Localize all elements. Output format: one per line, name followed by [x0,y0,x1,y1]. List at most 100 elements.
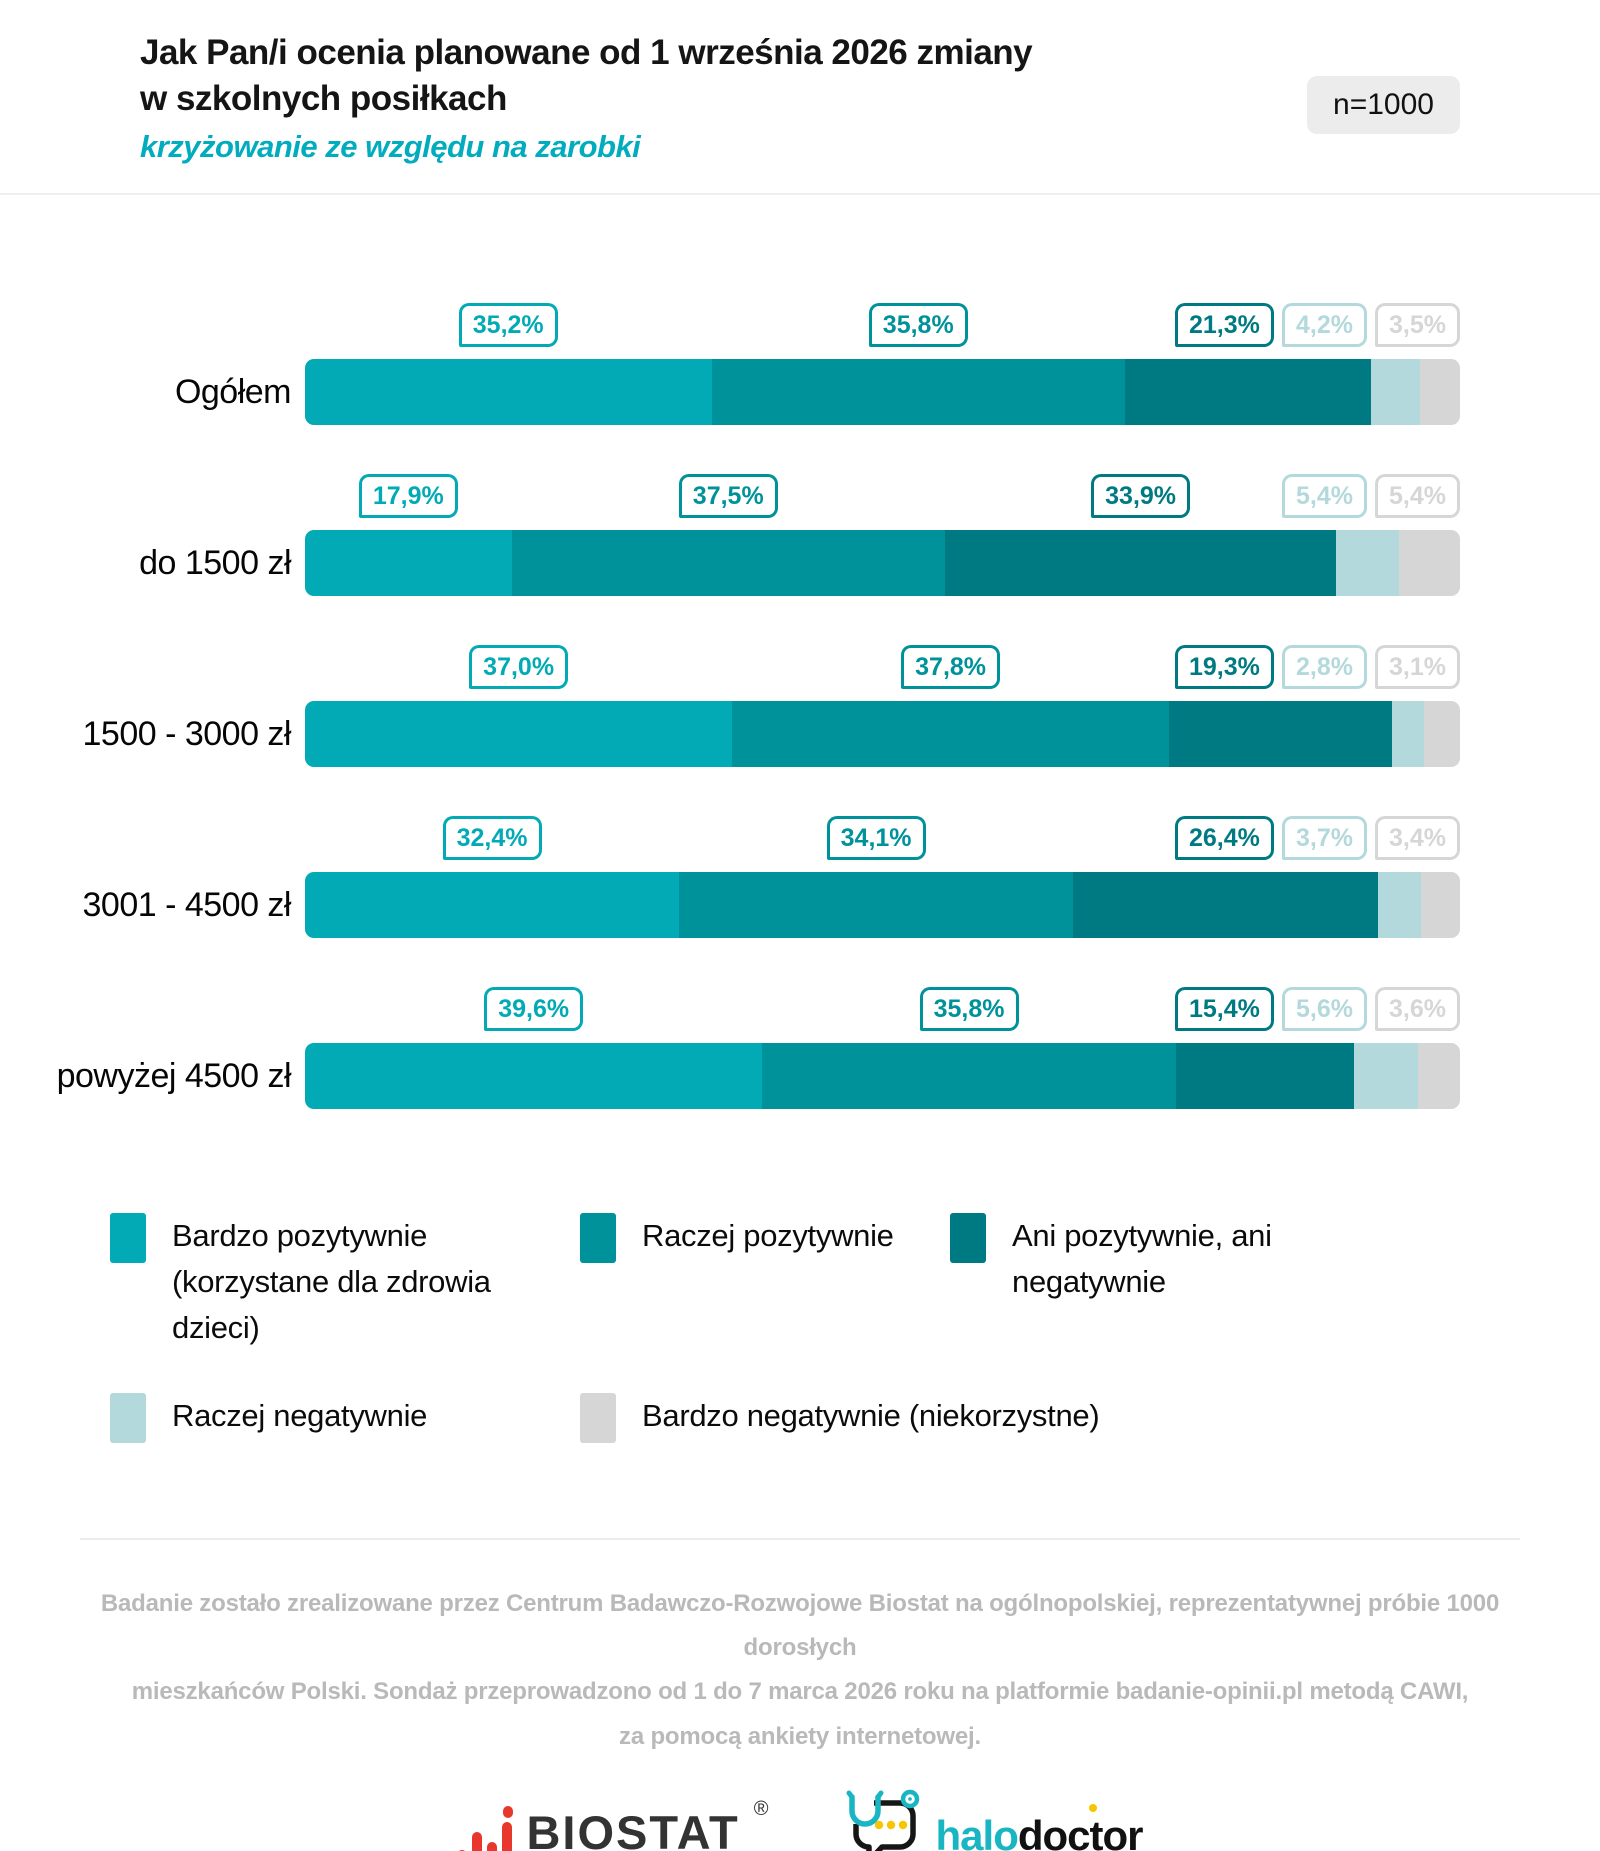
chart-row: powyżej 4500 zł 39,6% 35,8% 15,4% 5,6% 3,6% [45,979,1460,1109]
legend-item: Raczej negatywnie [110,1392,580,1443]
bar-segment [1419,359,1460,425]
legend-label: Bardzo pozytywnie (korzystane dla zdrowi… [172,1218,491,1345]
value-label: 39,6% [484,987,584,1031]
bar-segment [732,701,1169,767]
bar-segment [1371,359,1420,425]
page-title: Jak Pan/i ocenia planowane od 1 września… [140,30,1033,121]
biostat-logo: BIOSTAT ® [457,1797,769,1851]
bar-segment [305,872,680,938]
legend-item: Bardzo pozytywnie (korzystane dla zdrowi… [110,1213,580,1351]
halodoctor-stethoscope-icon [844,1789,920,1851]
value-label: 37,5% [678,474,778,518]
title-line-1: Jak Pan/i ocenia planowane od 1 września… [140,33,1033,72]
chart-legend: Bardzo pozytywnie (korzystane dla zdrowi… [0,1150,1600,1443]
value-label: 5,4% [1282,474,1367,518]
halodoctor-logo: halodoctor [844,1789,1144,1851]
halodoctor-wordmark-doctor: doctor [1018,1812,1144,1851]
bar-segment [1353,1043,1419,1109]
value-label: 37,0% [469,645,569,689]
title-line-2: w szkolnych posiłkach [140,78,507,118]
stacked-bar [305,1043,1460,1109]
value-label: 3,4% [1375,816,1460,860]
value-label: 37,8% [901,645,1001,689]
bar-segment [511,530,945,596]
value-label: 3,7% [1282,816,1367,860]
methodology-note: Badanie zostało zrealizowane przez Centr… [100,1589,1500,1750]
value-label: 19,3% [1175,645,1274,689]
value-label: 34,1% [826,816,926,860]
bar-segment [711,359,1126,425]
legend-label: Raczej negatywnie [172,1397,428,1433]
value-label: 32,4% [442,816,542,860]
bar-segment [1424,701,1460,767]
category-label: 3001 - 4500 zł [82,885,292,924]
legend-swatch [950,1213,986,1263]
header: Jak Pan/i ocenia planowane od 1 września… [0,0,1600,165]
bar-segment [1175,1043,1354,1109]
value-label: 17,9% [358,474,458,518]
category-label: 1500 - 3000 zł [82,714,292,753]
value-label: 15,4% [1175,987,1274,1031]
bar-segment [1420,872,1460,938]
chart-row: Ogółem 35,2% 35,8% 21,3% 4,2% 3,5% [45,295,1460,425]
chart-row: 1500 - 3000 zł 37,0% 37,8% 19,3% 2,8% 3,1% [45,637,1460,767]
value-label: 35,2% [458,303,558,347]
logos-row: BIOSTAT ® halodoctor [0,1789,1600,1851]
registered-trademark-symbol: ® [753,1797,769,1820]
header-divider [0,193,1600,195]
sample-size-badge: n=1000 [1307,76,1460,134]
bar-segment [1377,872,1421,938]
stacked-bar-chart: Ogółem 35,2% 35,8% 21,3% 4,2% 3,5% do 1500 zł 1… [0,195,1600,1109]
value-label: 3,5% [1375,303,1460,347]
bar-segment [679,872,1074,938]
bar-segment [944,530,1337,596]
biostat-bars-icon [457,1805,514,1851]
stacked-bar [305,359,1460,425]
bar-segment [1073,872,1378,938]
value-label: 35,8% [919,987,1019,1031]
header-text: Jak Pan/i ocenia planowane od 1 września… [140,30,1033,165]
value-label: 4,2% [1282,303,1367,347]
value-label: 21,3% [1175,303,1274,347]
value-label: 5,4% [1375,474,1460,518]
bar-segment [305,701,733,767]
value-label: 2,8% [1282,645,1367,689]
category-label: powyżej 4500 zł [56,1056,292,1095]
value-label: 33,9% [1091,474,1191,518]
legend-item: Ani pozytywnie, ani negatywnie [950,1213,1480,1351]
halodoctor-wordmark: halodoctor [935,1811,1144,1851]
category-label: Ogółem [174,372,292,411]
bar-segment [1391,701,1425,767]
footer-divider [80,1537,1520,1540]
bar-segment [305,1043,763,1109]
value-label: 5,6% [1282,987,1367,1031]
chart-row: do 1500 zł 17,9% 37,5% 33,9% 5,4% 5,4% [45,466,1460,596]
bar-segment [1125,359,1372,425]
bar-segment [762,1043,1176,1109]
legend-item: Raczej pozytywnie [580,1213,950,1351]
bar-segment [1398,530,1460,596]
biostat-wordmark: BIOSTAT [526,1805,740,1851]
value-label: 26,4% [1175,816,1274,860]
legend-label: Raczej pozytywnie [642,1218,894,1253]
legend-swatch [110,1213,146,1263]
bar-segment [305,359,712,425]
legend-swatch [580,1392,616,1443]
bar-segment [1418,1043,1460,1109]
bar-segment [305,530,512,596]
legend-label: Ani pozytywnie, ani negatywnie [1012,1218,1272,1299]
category-label: do 1500 zł [139,543,291,582]
legend-swatch [110,1392,146,1443]
bar-segment [1168,701,1392,767]
stacked-bar [305,701,1460,767]
legend-swatch [580,1213,616,1263]
value-label: 3,6% [1375,987,1460,1031]
halodoctor-wordmark-halo: halo [935,1811,1019,1851]
chart-row: 3001 - 4500 zł 32,4% 34,1% 26,4% 3,7% 3,4% [45,808,1460,938]
stacked-bar [305,530,1460,596]
value-label: 3,1% [1375,645,1460,689]
legend-item: Bardzo negatywnie (niekorzystne) [580,1392,1480,1443]
stacked-bar [305,872,1460,938]
chart-subtitle: krzyżowanie ze względu na zarobki [140,129,641,164]
